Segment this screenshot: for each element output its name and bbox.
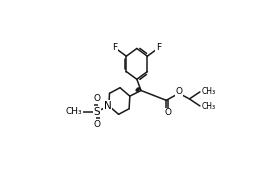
Text: O: O xyxy=(164,108,171,117)
Text: O: O xyxy=(93,120,100,129)
Text: O: O xyxy=(175,87,182,96)
Text: F: F xyxy=(113,43,118,52)
Text: O: O xyxy=(93,94,100,103)
Text: N: N xyxy=(104,101,112,111)
Text: F: F xyxy=(156,43,161,52)
Text: S: S xyxy=(94,106,100,116)
Text: CH₃: CH₃ xyxy=(202,87,216,96)
Text: CH₃: CH₃ xyxy=(202,102,216,111)
Text: CH₃: CH₃ xyxy=(66,107,82,116)
